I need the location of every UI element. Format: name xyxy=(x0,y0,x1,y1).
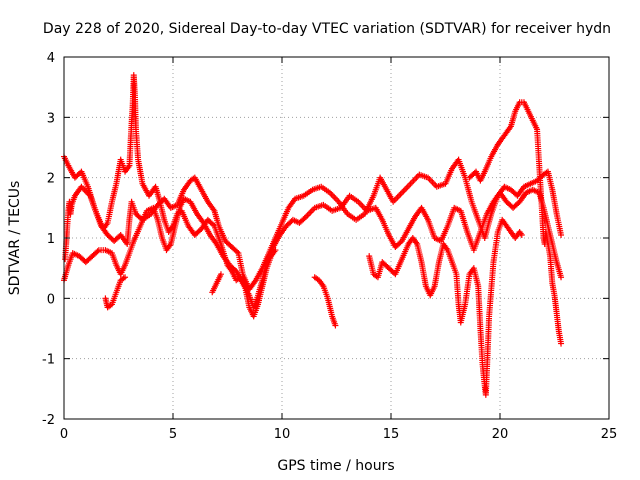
data-point xyxy=(122,274,129,281)
x-tick-label: 10 xyxy=(274,427,291,442)
data-point xyxy=(301,215,308,222)
x-tick-label: 0 xyxy=(60,427,68,442)
y-tick-label: 3 xyxy=(47,111,55,126)
data-point xyxy=(332,322,339,329)
series-track-7 xyxy=(466,99,565,347)
x-tick-label: 20 xyxy=(492,427,509,442)
data-point xyxy=(558,274,565,281)
series-track-5 xyxy=(209,271,224,296)
series-track-2 xyxy=(61,186,565,311)
x-tick-label: 5 xyxy=(169,427,177,442)
y-tick-label: -2 xyxy=(42,413,55,428)
data-point xyxy=(518,231,525,238)
series-track-8 xyxy=(102,274,129,311)
y-tick-label: 0 xyxy=(47,292,55,307)
x-tick-label: 15 xyxy=(383,427,400,442)
data-point xyxy=(234,248,241,255)
data-layer xyxy=(61,72,565,398)
data-point xyxy=(210,221,217,228)
y-tick-label: 2 xyxy=(47,172,55,187)
y-axis-label: SDTVAR / TECUs xyxy=(7,181,23,296)
y-tick-label: -1 xyxy=(42,353,55,368)
data-point xyxy=(217,271,224,278)
series-track-3 xyxy=(62,72,279,320)
y-tick-label: 1 xyxy=(47,232,55,247)
data-point xyxy=(558,340,565,347)
data-point xyxy=(94,248,101,255)
data-point xyxy=(272,247,279,254)
series-track-4 xyxy=(311,274,339,329)
x-tick-label: 25 xyxy=(601,427,618,442)
chart-title: Day 228 of 2020, Sidereal Day-to-day VTE… xyxy=(43,21,611,37)
x-axis-label: GPS time / hours xyxy=(277,458,394,474)
y-tick-label: 4 xyxy=(47,51,55,66)
tick-layer: 0 5 10 15 20 25 -2 -1 0 1 2 3 4 xyxy=(42,51,617,442)
data-point xyxy=(558,231,565,238)
series-track-6 xyxy=(366,216,525,398)
series-track-1 xyxy=(61,153,565,293)
